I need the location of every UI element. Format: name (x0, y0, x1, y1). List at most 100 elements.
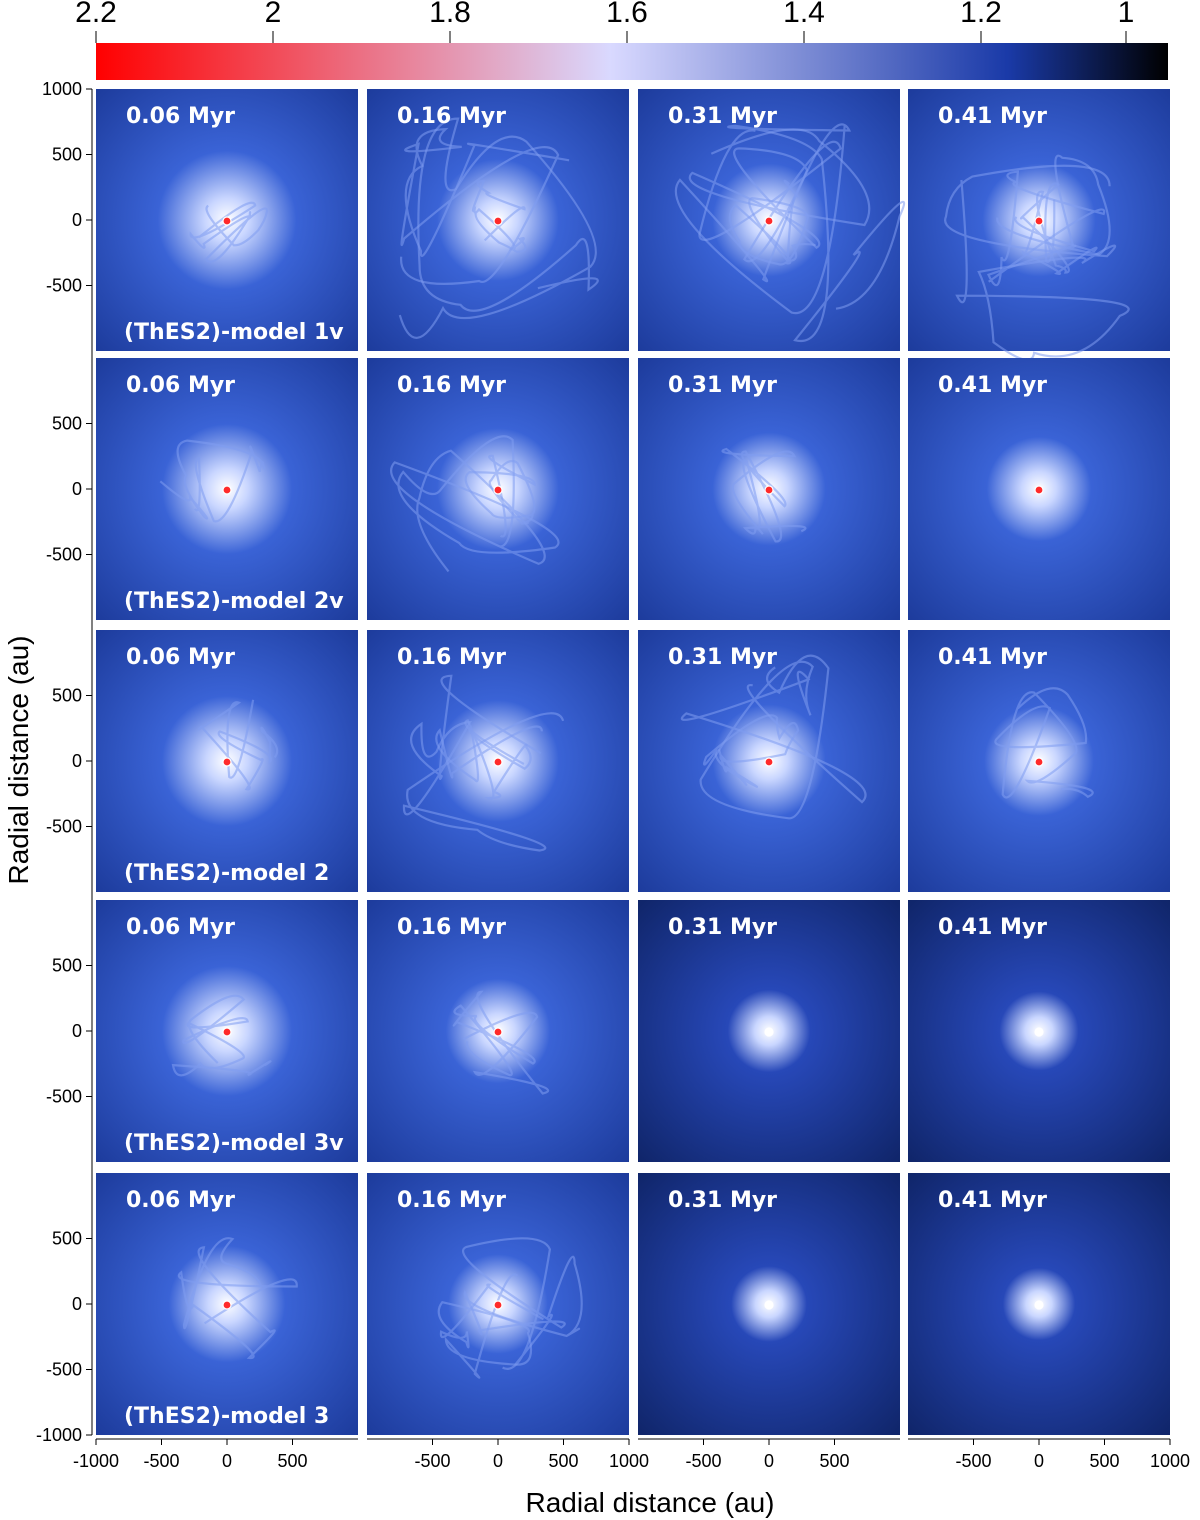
x-axis-label: Radial distance (au) (525, 1487, 774, 1518)
x-tick-label: 500 (277, 1451, 307, 1471)
central-star (764, 485, 774, 495)
y-tick-label: 0 (72, 1294, 82, 1314)
time-label: 0.41 Myr (938, 104, 1047, 129)
x-tick-label: -500 (955, 1451, 991, 1471)
x-tick-label: 500 (1089, 1451, 1119, 1471)
x-tick-label: 0 (493, 1451, 503, 1471)
time-label: 0.06 Myr (126, 645, 235, 670)
central-star (222, 1300, 232, 1310)
density-filament (987, 154, 1111, 287)
time-label: 0.06 Myr (126, 1188, 235, 1213)
y-axis-label: Radial distance (au) (3, 635, 34, 884)
panel: 0.41 Myr (908, 630, 1170, 892)
density-filament (461, 1237, 583, 1370)
y-tick-label: 500 (52, 145, 82, 165)
time-label: 0.31 Myr (668, 915, 777, 940)
time-label: 0.31 Myr (668, 373, 777, 398)
central-star (1034, 757, 1044, 767)
y-tick-label: 500 (52, 686, 82, 706)
x-tick-label: 500 (548, 1451, 578, 1471)
time-label: 0.41 Myr (938, 1188, 1047, 1213)
panel: 0.06 Myr (ThES2)-model 2v (96, 358, 358, 620)
model-label: (ThES2)-model 2 (124, 861, 329, 886)
colorbar-tick-label: 1.8 (429, 0, 471, 29)
time-label: 0.41 Myr (938, 915, 1047, 940)
colorbar-tick-label: 1.2 (960, 0, 1002, 29)
time-label: 0.06 Myr (126, 373, 235, 398)
x-tick-label: 0 (222, 1451, 232, 1471)
time-label: 0.41 Myr (938, 373, 1047, 398)
density-filament (680, 654, 867, 820)
panel: 0.16 Myr (367, 358, 629, 620)
central-star (1034, 216, 1044, 226)
panel: 0.16 Myr (367, 89, 629, 351)
central-star (222, 1027, 232, 1037)
central-star (1034, 485, 1044, 495)
panel: 0.31 Myr (638, 900, 900, 1162)
time-label: 0.16 Myr (397, 373, 506, 398)
y-tick-label: 0 (72, 751, 82, 771)
y-tick-label: -500 (46, 545, 82, 565)
density-filament (435, 719, 543, 801)
central-star (1034, 1027, 1044, 1037)
central-star (764, 1300, 774, 1310)
panel-grid: 0.06 Myr (ThES2)-model 1v 0.16 Myr 0.31 Myr… (96, 89, 1170, 1435)
density-filament (159, 439, 265, 523)
panel: 0.41 Myr (908, 358, 1170, 620)
y-tick-label: 0 (72, 210, 82, 230)
panel: 0.41 Myr (908, 1173, 1170, 1435)
density-filament (402, 674, 565, 852)
time-label: 0.06 Myr (126, 104, 235, 129)
time-label: 0.16 Myr (397, 645, 506, 670)
panel: 0.16 Myr (367, 900, 629, 1162)
density-filament (177, 1237, 298, 1360)
central-star (493, 1027, 503, 1037)
x-tick-label: 0 (1034, 1451, 1044, 1471)
central-star (222, 485, 232, 495)
colorbar-tick-label: 1.4 (783, 0, 825, 29)
time-label: 0.41 Myr (938, 645, 1047, 670)
central-star (764, 1027, 774, 1037)
panel: 0.06 Myr (ThES2)-model 1v (96, 89, 358, 351)
density-filament (171, 994, 272, 1077)
y-tick-label: -500 (46, 276, 82, 296)
y-tick-label: 500 (52, 956, 82, 976)
x-tick-label: -500 (685, 1451, 721, 1471)
central-star (493, 216, 503, 226)
x-tick-label: 1000 (609, 1451, 649, 1471)
x-tick-label: -1000 (73, 1451, 119, 1471)
density-filament (400, 127, 570, 285)
model-label: (ThES2)-model 3v (124, 1131, 344, 1156)
time-label: 0.06 Myr (126, 915, 235, 940)
panel: 0.16 Myr (367, 1173, 629, 1435)
central-star (493, 757, 503, 767)
y-tick-label: 1000 (42, 79, 82, 99)
central-star (493, 485, 503, 495)
density-filament (688, 128, 871, 263)
time-label: 0.16 Myr (397, 1188, 506, 1213)
panel: 0.16 Myr (367, 630, 629, 892)
time-label: 0.31 Myr (668, 104, 777, 129)
central-star (222, 757, 232, 767)
density-filament (721, 447, 807, 543)
time-label: 0.31 Myr (668, 645, 777, 670)
density-filament (703, 714, 800, 788)
x-tick-label: 1000 (1150, 1451, 1190, 1471)
density-filament (437, 1273, 544, 1379)
central-star (764, 757, 774, 767)
colorbar-tick-label: 1.6 (606, 0, 648, 29)
y-tick-label: 500 (52, 1229, 82, 1249)
model-label: (ThES2)-model 2v (124, 589, 344, 614)
colorbar-gradient (96, 43, 1168, 80)
x-tick-label: -500 (143, 1451, 179, 1471)
y-tick-label: -500 (46, 817, 82, 837)
colorbar-tick-label: 2.2 (75, 0, 117, 29)
x-tick-label: -500 (414, 1451, 450, 1471)
model-label: (ThES2)-model 1v (124, 320, 344, 345)
model-label: (ThES2)-model 3 (124, 1404, 329, 1429)
y-tick-label: -500 (46, 1360, 82, 1380)
density-filament (994, 687, 1094, 799)
panel: 0.31 Myr (638, 358, 900, 620)
colorbar-tick-label: 2 (265, 0, 282, 29)
